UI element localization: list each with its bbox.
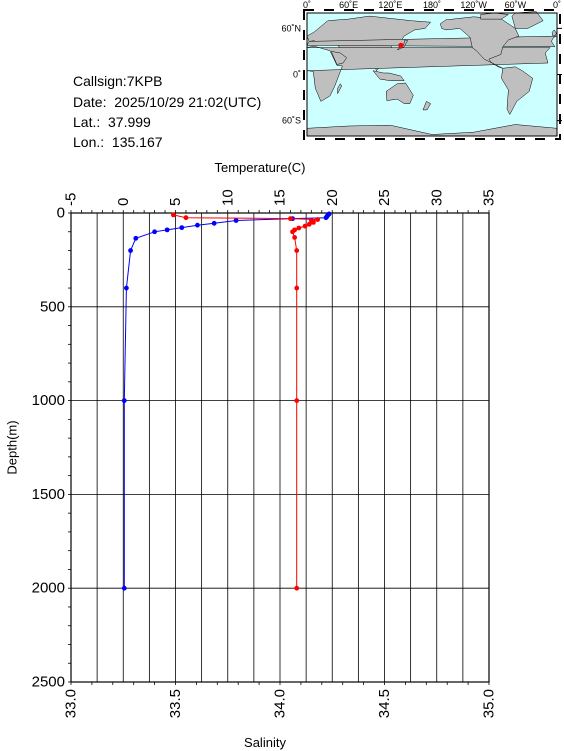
salinity-data-point (294, 285, 300, 291)
temperature-data-point (233, 218, 239, 223)
map-land-madagascar (337, 83, 342, 94)
salinity-data-point (296, 225, 302, 231)
temperature-tick-label: 0 (115, 198, 132, 206)
map-lon-label: 0˚ (303, 0, 311, 10)
salinity-data-point (294, 398, 300, 403)
salinity-data-point (294, 585, 300, 591)
temperature-data-point (179, 225, 185, 231)
temperature-data-point (121, 585, 127, 591)
temperature-tick-label: 35 (481, 189, 498, 206)
salinity-axis-label: Salinity (244, 735, 286, 750)
salinity-data-point (306, 221, 312, 227)
map-lon-label: 120˚E (378, 0, 402, 10)
temperature-data-point (211, 220, 217, 226)
map-lat-label: 0˚ (293, 70, 301, 80)
map-lat-label: 60˚N (281, 23, 301, 33)
world-map: 0˚ 60˚E 120˚E 180˚ 120˚W 60˚W 0˚ 60˚N 0˚ 60˚S (281, 0, 562, 140)
longitude-text: Lon.: 135.167 (73, 134, 163, 150)
map-land-arctic-islands (480, 12, 510, 20)
map-land-greenland (511, 11, 544, 29)
salinity-tick-label: 34.0 (272, 689, 289, 718)
depth-tick-label: 1000 (32, 392, 65, 409)
salinity-data-point (294, 248, 300, 253)
temperature-data-point (164, 227, 170, 233)
map-land-south-america (501, 66, 533, 116)
temperature-tick-label: -5 (63, 193, 80, 206)
salinity-profile-line (173, 214, 318, 589)
latitude-text: Lat.: 37.999 (73, 114, 151, 130)
temperature-data-point (121, 398, 127, 403)
depth-axis-label: Depth(m) (5, 420, 20, 474)
depth-tick-label: 0 (57, 205, 65, 222)
map-lon-label: 0˚ (553, 0, 561, 10)
salinity-data-point (290, 229, 295, 235)
map-land-uk (551, 29, 557, 37)
map-land-north-america (440, 16, 520, 69)
map-station-marker (398, 42, 404, 48)
salinity-data-point (183, 215, 189, 221)
callsign-text: Callsign:7KPB (73, 73, 163, 89)
depth-tick-label: 2000 (32, 580, 65, 597)
salinity-data-point (315, 217, 321, 222)
salinity-data-point (302, 223, 308, 229)
temperature-tick-label: 20 (324, 189, 341, 206)
map-land-arabia (330, 51, 347, 65)
temperature-tick-label: 5 (167, 198, 184, 206)
map-land-indonesia (372, 70, 405, 81)
depth-tick-label: 2500 (32, 674, 65, 691)
date-text: Date: 2025/10/29 21:02(UTC) (73, 94, 262, 110)
salinity-data-point (288, 216, 293, 222)
salinity-data-point (311, 219, 316, 225)
temperature-data-point (323, 215, 329, 221)
temperature-tick-label: 30 (428, 189, 445, 206)
map-lat-label: 60˚S (282, 116, 301, 126)
temperature-tick-label: 15 (272, 189, 289, 206)
temperature-tick-label: 25 (376, 189, 393, 206)
map-land-new-zealand (422, 101, 431, 111)
map-lon-label: 60˚E (339, 0, 358, 10)
map-lon-label: 60˚W (505, 0, 527, 10)
salinity-tick-label: 33.5 (167, 689, 184, 718)
temperature-data-point (128, 248, 133, 253)
salinity-tick-label: 33.0 (63, 689, 80, 718)
depth-tick-label: 1500 (32, 486, 65, 503)
salinity-tick-label: 35.0 (481, 689, 498, 718)
map-lon-label: 120˚W (460, 0, 487, 10)
temperature-axis-label: Temperature(C) (214, 160, 305, 175)
depth-tick-label: 500 (40, 298, 65, 315)
salinity-data-point (171, 212, 176, 218)
temperature-tick-label: 10 (219, 189, 236, 206)
map-land-australia (385, 82, 414, 104)
salinity-tick-label: 34.5 (376, 689, 393, 718)
salinity-data-point (292, 234, 298, 240)
temperature-data-point (152, 229, 158, 235)
temperature-data-point (133, 235, 139, 241)
temperature-data-point (123, 285, 129, 291)
temperature-data-point (195, 222, 200, 228)
map-lon-label: 180˚ (423, 0, 441, 10)
